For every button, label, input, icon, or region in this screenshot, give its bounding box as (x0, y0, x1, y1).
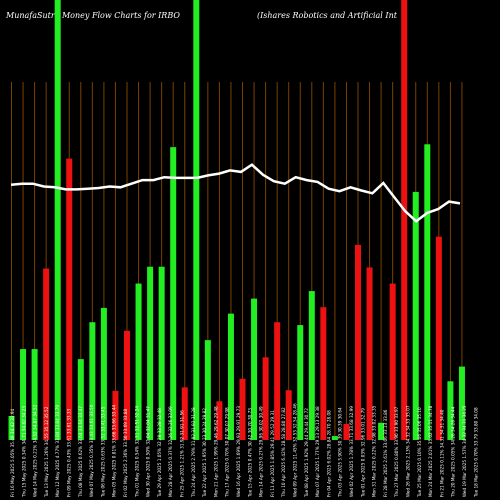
x-tick-label: Thu 27 Mar 2025 0.80% 33.90 33.90 33.97 (394, 406, 399, 498)
x-tick-label: Mon 12 May 2025 4.77% 33.84 33.84 33.79 (55, 405, 60, 497)
x-tick-label: Fri 09 May 2025 0.43% 33.61 33.61 33.33 (67, 408, 72, 497)
money-flow-bar (308, 291, 315, 440)
x-tick-label: Thu 08 May 2025 0.62% 33.64 33.64 33.47 (78, 406, 83, 498)
money-flow-bar (100, 307, 107, 440)
money-flow-bar (170, 147, 177, 440)
money-flow-bar (89, 322, 96, 440)
x-tick-label: Mon 14 Apr 2025 0.27% 29.96 30.02 30.49 (259, 406, 264, 497)
x-tick-label: Wed 30 Apr 2025 0.50% 32.04 32.04 31.47 (146, 406, 151, 497)
x-tick-label: Fri 11 Apr 2025 1.85% 29.41 29.52 29.31 (270, 410, 275, 497)
money-flow-bar (378, 422, 385, 440)
x-tick-label: Fri 04 Apr 2025 6.02% 28.84 28.70 28.08 (326, 410, 331, 497)
x-tick-label: Tue 18 Mar 2025 0.70% 33.79 33.80 34.08 (473, 407, 478, 498)
x-tick-label: Thu 20 Mar 2025 0.05% 34.28 34.28 34.44 (451, 406, 456, 498)
x-tick-label: Wed 02 Apr 2025 1.78% 33.71 33.68 32.99 (349, 406, 354, 497)
chart-title: MunafaSutra Money Flow Charts for IRBO (6, 11, 180, 20)
money-flow-line (10, 163, 461, 223)
x-tick-label: Thu 01 May 2025 0.54% 32.51 32.51 32.24 (134, 406, 139, 498)
money-flow-bar (389, 283, 396, 440)
money-flow-bar (412, 191, 419, 440)
money-flow-bar (435, 236, 442, 440)
x-tick-label: Tue 06 May 2025 0.63% 33.52 33.41 33.45 (100, 406, 105, 498)
money-flow-bar (447, 381, 454, 440)
x-tick-label: Tue 15 Apr 2025 0.47% 30.42 30.70 30.73 (247, 408, 252, 498)
money-flow-bar (216, 401, 223, 440)
x-tick-label: Wed 19 Mar 2025 1.57% 34.32 34.31 34.25 (462, 405, 467, 497)
x-tick-label: Fri 28 Mar 2025 2.61% 33.06 33.13 33.86 (383, 409, 388, 497)
x-tick-label: Wed 26 Mar 2025 2.13% 34.32 34.33 35.07 (406, 405, 411, 497)
x-tick-label: Mon 05 May 2025 0.81% 33.66 33.66 33.44 (112, 405, 117, 497)
money-flow-bar (124, 330, 130, 440)
money-flow-bar (262, 357, 269, 440)
x-tick-label: Tue 01 Apr 2025 0.03% 32.96 33.01 32.79 (360, 408, 365, 498)
chart-subtitle: (Ishares Robotics and Artificial Int (257, 11, 397, 20)
money-flow-bar (366, 267, 373, 440)
x-tick-label: Tue 22 Apr 2025 1.95% 30.23 30.24 29.82 (202, 408, 207, 498)
x-tick-label: Mon 21 Apr 2025 1.99% 29.46 29.62 29.48 (213, 406, 218, 497)
money-flow-bar (43, 268, 50, 440)
x-tick-label: Mon 07 Apr 2025 1.77% 29.13 29.13 29.38 (315, 406, 320, 497)
money-flow-bar (251, 298, 258, 440)
x-tick-label: Mon 31 Mar 2025 0.22% 32.98 33.02 33.35 (372, 405, 377, 497)
money-flow-bar (285, 390, 292, 440)
x-tick-label: Fri 02 May 2025 2.36% 33.50 33.69 33.88 (123, 408, 128, 497)
x-tick-label: Wed 09 Apr 2025 11.45% 32.53 32.54 28.46 (293, 403, 298, 497)
money-flow-bar (77, 359, 84, 440)
money-flow-bar (274, 322, 281, 440)
money-flow-bar (239, 378, 246, 440)
x-tick-label: Wed 07 May 2025 0.35% 33.43 33.61 33.50 (89, 404, 94, 497)
money-flow-bar (31, 349, 38, 440)
x-tick-label: Tue 25 Mar 2025 0.10% 35.06 35.06 35.10 (417, 407, 422, 498)
money-flow-bar (204, 340, 211, 440)
money-flow-bar (193, 0, 200, 440)
x-tick-label: Thu 15 May 2025 0.34% 34.71 34.82 34.23 (21, 406, 26, 498)
x-tick-label: Fri 16 May 2025 5.05% 35.49 34.42 33.94 (10, 408, 15, 497)
x-tick-label: Fri 21 Mar 2025 0.11% 34.31 34.31 34.40 (439, 409, 444, 497)
x-tick-label: Thu 24 Apr 2025 2.79% 31.92 31.92 31.28 (191, 407, 196, 498)
x-tick-label: Mon 24 Mar 2025 2.01% 35.02 35.11 34.78 (428, 405, 433, 497)
money-flow-bar (227, 313, 234, 440)
x-tick-label: Fri 25 Apr 2025 1.21% 31.92 31.91 31.56 (180, 410, 185, 497)
x-tick-label: Thu 17 Apr 2025 0.70% 30.07 30.07 29.98 (225, 407, 230, 498)
money-flow-bar (112, 390, 119, 440)
x-tick-label: Tue 08 Apr 2025 1.92% 29.44 29.44 30.72 (304, 408, 309, 498)
x-tick-label: Wed 14 May 2025 0.21% 34.52 34.87 34.52 (33, 404, 38, 497)
money-flow-bar (66, 158, 73, 440)
money-flow-bar (54, 0, 61, 440)
x-tick-label: Mon 28 Apr 2025 0.37% 32.26 32.26 32.09 (168, 406, 173, 497)
money-flow-bar (424, 144, 431, 441)
money-flow-bar (401, 0, 408, 440)
money-flow-bar (320, 307, 327, 440)
money-flow-bar (297, 325, 304, 440)
x-tick-label: Tue 13 May 2025 1.26% 34.55 35.12 35.52 (44, 406, 49, 498)
x-tick-label: Thu 03 Apr 2025 5.90% 30.39 30.39 30.64 (338, 407, 343, 498)
money-flow-bar (458, 366, 465, 440)
x-tick-label: Wed 16 Apr 2025 1.69% 29.93 29.97 29.73 (236, 406, 241, 497)
money-flow-bar (158, 266, 165, 440)
money-flow-bar (20, 349, 27, 440)
money-flow-bar (8, 416, 15, 440)
money-flow-bar (181, 387, 188, 440)
money-flow-bar (147, 266, 154, 440)
x-tick-label: Thu 10 Apr 2025 6.42% 28.58 28.80 27.82 (281, 407, 286, 498)
money-flow-bar (343, 423, 350, 440)
money-flow-bar (135, 283, 142, 440)
x-tick-label: Tue 29 Apr 2025 1.05% 32.28 32.28 32.48 (157, 408, 162, 498)
money-flow-bar (355, 244, 361, 440)
money-flow-bar (331, 436, 338, 440)
